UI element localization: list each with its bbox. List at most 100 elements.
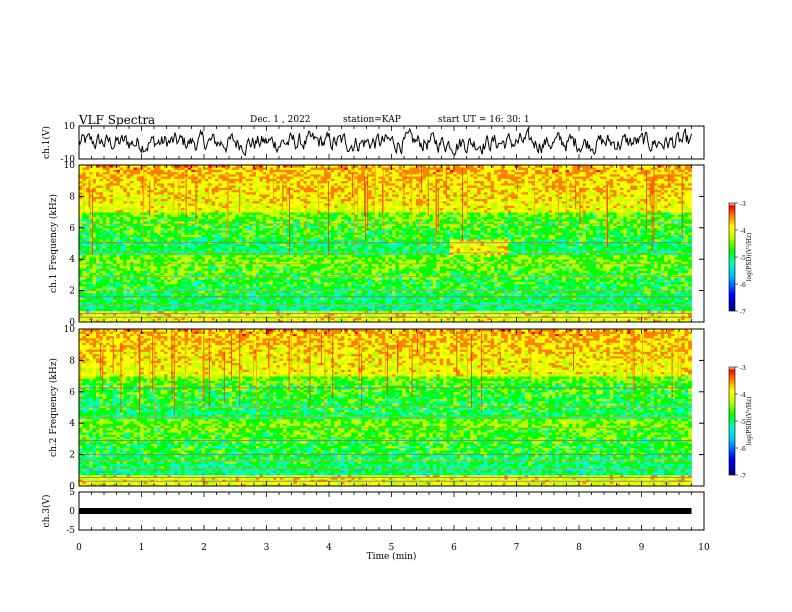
- spectrogram-cell: [137, 210, 141, 213]
- spectrogram-cell: [205, 178, 209, 181]
- spectrogram-cell: [106, 257, 110, 260]
- spectrogram-cell: [178, 226, 182, 229]
- spectrogram-cell: [96, 257, 100, 260]
- spectrogram-cell: [178, 194, 182, 197]
- spectrogram-cell: [133, 169, 137, 172]
- spectrogram-cell: [188, 232, 192, 235]
- spectrogram-cell: [106, 279, 110, 282]
- spectrogram-cell: [167, 185, 171, 188]
- spectrogram-cell: [133, 257, 137, 260]
- spectrogram-cell: [79, 169, 83, 172]
- spectrogram-cell: [164, 273, 168, 276]
- spectrogram-cell: [222, 279, 226, 282]
- spectrogram-cell: [167, 178, 171, 181]
- spectrogram-cell: [229, 169, 233, 172]
- spectrogram-cell: [130, 273, 134, 276]
- spectrogram-cell: [96, 185, 100, 188]
- spectrogram-cell: [191, 185, 195, 188]
- spectrogram-cell: [130, 248, 134, 251]
- spectrogram-cell: [208, 279, 212, 282]
- spectrogram-cell: [215, 217, 219, 220]
- spectrogram-cell: [127, 169, 131, 172]
- spectrogram-cell: [174, 201, 178, 204]
- spectrogram-cell: [219, 178, 223, 181]
- spectrogram-cell: [93, 273, 97, 276]
- spectrogram-cell: [171, 226, 175, 229]
- spectrogram-cell: [96, 279, 100, 282]
- spectrogram-cell: [123, 226, 127, 229]
- spectrogram-cell: [205, 232, 209, 235]
- spectrogram-cell: [215, 185, 219, 188]
- spectrogram-cell: [174, 257, 178, 260]
- spectrogram-cell: [184, 279, 188, 282]
- spectrogram-cell: [174, 178, 178, 181]
- spectrogram-cell: [161, 178, 165, 181]
- spectrogram-cell: [208, 178, 212, 181]
- spectrogram-cell: [181, 248, 185, 251]
- spectrogram-cell: [86, 226, 90, 229]
- spectrogram-cell: [157, 226, 161, 229]
- spectrogram-cell: [113, 210, 117, 213]
- spectrogram-cell: [140, 279, 144, 282]
- spectrogram-cell: [178, 232, 182, 235]
- spectrogram-cell: [137, 257, 141, 260]
- spectrogram-cell: [127, 257, 131, 260]
- spectrogram-cell: [116, 178, 120, 181]
- spectrogram-cell: [208, 257, 212, 260]
- spectrogram-cell: [229, 232, 233, 235]
- spectrogram-cell: [222, 210, 226, 213]
- spectrogram-cell: [212, 194, 216, 197]
- spectrogram-cell: [99, 279, 103, 282]
- spectrogram-cell: [150, 201, 154, 204]
- spectrogram-cell: [150, 226, 154, 229]
- spectrogram-cell: [229, 194, 233, 197]
- spectrogram-cell: [140, 257, 144, 260]
- spectrogram-cell: [202, 279, 206, 282]
- spectrogram-cell: [110, 226, 114, 229]
- spectrogram-cell: [106, 217, 110, 220]
- spectrogram-cell: [167, 257, 171, 260]
- spectrogram-cell: [147, 185, 151, 188]
- spectrogram-cell: [144, 210, 148, 213]
- spectrogram-cell: [198, 169, 202, 172]
- spectrogram-cell: [79, 232, 83, 235]
- spectrogram-cell: [140, 248, 144, 251]
- spectrogram-cell: [171, 169, 175, 172]
- spectrogram-cell: [116, 257, 120, 260]
- spectrogram-cell: [93, 248, 97, 251]
- spectrogram-cell: [103, 232, 107, 235]
- spectrogram-cell: [150, 257, 154, 260]
- spectrogram-cell: [93, 185, 97, 188]
- spectrogram-cell: [222, 257, 226, 260]
- spectrogram-cell: [96, 169, 100, 172]
- spectrogram-cell: [103, 257, 107, 260]
- spectrogram-cell: [79, 279, 83, 282]
- spectrogram-cell: [178, 169, 182, 172]
- spectrogram-cell: [133, 194, 137, 197]
- spectrogram-cell: [130, 201, 134, 204]
- spectrogram-cell: [110, 279, 114, 282]
- spectrogram-cell: [144, 248, 148, 251]
- spectrogram-cell: [103, 210, 107, 213]
- spectrogram-cell: [174, 273, 178, 276]
- spectrogram-cell: [123, 232, 127, 235]
- spectrogram-cell: [167, 273, 171, 276]
- spectrogram-cell: [137, 169, 141, 172]
- spectrogram-cell: [86, 257, 90, 260]
- spectrogram-cell: [127, 217, 131, 220]
- spectrogram-cell: [164, 279, 168, 282]
- spectrogram-cell: [89, 169, 93, 172]
- spectrogram-cell: [127, 248, 131, 251]
- spectrogram-cell: [215, 232, 219, 235]
- spectrogram-cell: [212, 169, 216, 172]
- spectrogram-cell: [144, 217, 148, 220]
- spectrogram-cell: [154, 201, 158, 204]
- spectrogram-cell: [178, 279, 182, 282]
- spectrogram-cell: [120, 273, 124, 276]
- spectrogram-cell: [171, 210, 175, 213]
- spectrogram-cell: [147, 169, 151, 172]
- spectrogram-cell: [89, 273, 93, 276]
- spectrogram-cell: [195, 232, 199, 235]
- spectrogram-cell: [127, 279, 131, 282]
- spectrogram-cell: [157, 194, 161, 197]
